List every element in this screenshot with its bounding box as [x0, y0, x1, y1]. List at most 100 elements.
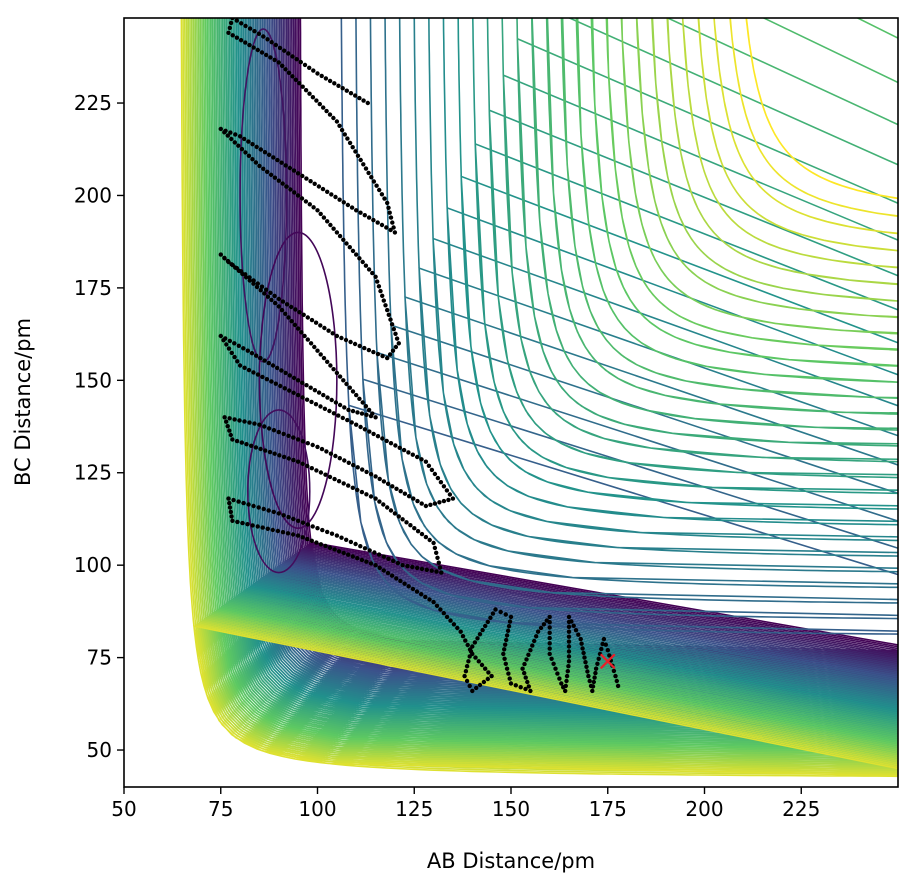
- trajectory-point: [323, 472, 328, 477]
- trajectory-point: [286, 51, 291, 56]
- trajectory-point: [265, 169, 270, 174]
- trajectory-point: [406, 494, 412, 499]
- trajectory-point: [547, 620, 552, 625]
- trajectory-point: [448, 618, 453, 623]
- trajectory-point: [381, 568, 386, 573]
- contour-line: [182, 18, 898, 776]
- trajectory-point: [250, 142, 255, 147]
- trajectory-point: [601, 636, 607, 642]
- trajectory-point: [585, 669, 590, 674]
- y-tick-label: 100: [74, 553, 112, 577]
- trajectory-point: [547, 635, 552, 641]
- trajectory-point: [360, 400, 365, 405]
- trajectory-point: [364, 492, 369, 497]
- trajectory-point: [295, 193, 301, 198]
- trajectory-point: [323, 76, 329, 81]
- trajectory-point: [360, 467, 365, 472]
- trajectory-point: [244, 442, 249, 447]
- trajectory-point: [240, 520, 245, 526]
- trajectory-point: [419, 592, 424, 597]
- trajectory-point: [419, 457, 424, 462]
- trajectory-point: [280, 63, 285, 68]
- trajectory-point: [336, 549, 342, 554]
- trajectory-point: [297, 81, 302, 86]
- trajectory-point: [400, 563, 405, 568]
- trajectory-point: [354, 392, 359, 398]
- contour-line: [369, 18, 898, 604]
- trajectory-point: [316, 390, 322, 395]
- contour-line: [471, 18, 898, 495]
- trajectory-point: [504, 666, 510, 671]
- trajectory-point: [283, 67, 288, 72]
- trajectory-point: [355, 153, 361, 158]
- trajectory-point: [262, 291, 267, 296]
- trajectory-point: [474, 685, 479, 691]
- trajectory-point: [493, 607, 498, 612]
- trajectory-point: [264, 377, 270, 382]
- trajectory-point: [477, 682, 483, 688]
- trajectory-point: [255, 281, 260, 286]
- trajectory-point: [247, 26, 253, 31]
- trajectory-point: [236, 343, 241, 348]
- trajectory-point: [498, 609, 503, 615]
- trajectory-point: [281, 513, 286, 518]
- trajectory-point: [315, 71, 320, 76]
- trajectory-point: [351, 462, 356, 468]
- trajectory-point: [344, 88, 349, 93]
- trajectory-point: [359, 557, 365, 563]
- trajectory-point: [315, 348, 320, 353]
- trajectory-point: [259, 284, 265, 289]
- trajectory-point: [404, 520, 409, 525]
- trajectory-point: [245, 522, 250, 527]
- trajectory-point: [342, 405, 347, 410]
- trajectory-point: [389, 322, 395, 327]
- trajectory-point: [434, 603, 440, 608]
- trajectory-point: [350, 408, 356, 414]
- trajectory-point: [300, 535, 305, 540]
- trajectory-point: [295, 392, 301, 398]
- trajectory-point: [590, 688, 595, 694]
- trajectory-point: [535, 629, 541, 634]
- trajectory-point: [247, 42, 252, 48]
- trajectory-point: [225, 258, 231, 264]
- trajectory-point: [522, 661, 527, 667]
- trajectory-point: [506, 624, 512, 629]
- trajectory-point: [464, 664, 470, 669]
- trajectory-point: [271, 428, 277, 433]
- trajectory-point: [271, 509, 276, 515]
- trajectory-point: [490, 611, 496, 616]
- trajectory-point: [258, 288, 263, 293]
- y-axis-ticks: 50 75 100 125 150 175 200 225: [74, 91, 124, 762]
- trajectory-point: [313, 320, 319, 325]
- trajectory-point: [325, 395, 330, 400]
- trajectory-point: [291, 516, 296, 522]
- trajectory-point: [357, 256, 362, 261]
- x-axis-ticks: 50 75 100 125 150 175 200 225: [111, 787, 820, 821]
- trajectory-point: [366, 347, 372, 353]
- trajectory-point: [477, 632, 483, 637]
- trajectory-point: [289, 319, 294, 324]
- trajectory-point: [615, 683, 621, 689]
- trajectory-point: [523, 686, 528, 692]
- trajectory-point: [293, 77, 299, 83]
- trajectory-point: [261, 34, 266, 39]
- trajectory-point: [283, 163, 288, 168]
- trajectory-point: [276, 429, 281, 435]
- trajectory-point: [371, 431, 376, 437]
- trajectory-point: [376, 284, 382, 289]
- trajectory-point: [333, 194, 338, 200]
- trajectory-point: [547, 646, 552, 651]
- trajectory-point: [451, 622, 457, 627]
- trajectory-point: [340, 415, 345, 421]
- trajectory-point: [269, 40, 274, 45]
- trajectory-point: [426, 463, 432, 468]
- trajectory-point: [290, 74, 295, 79]
- trajectory-point: [528, 648, 533, 653]
- trajectory-point: [381, 479, 387, 484]
- trajectory-point: [273, 300, 278, 306]
- trajectory-point: [576, 632, 581, 637]
- trajectory-point: [506, 671, 511, 676]
- trajectory-point: [365, 100, 370, 106]
- trajectory-point: [341, 200, 346, 205]
